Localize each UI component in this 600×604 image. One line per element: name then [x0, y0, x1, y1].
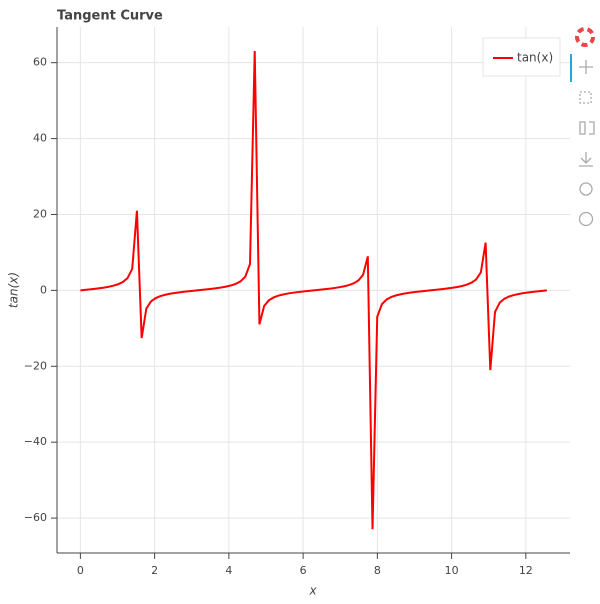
y-tick-label: 60: [33, 56, 47, 69]
reset-tool[interactable]: [579, 182, 593, 196]
y-tick-label: 0: [40, 283, 47, 296]
x-axis-label: x: [308, 584, 317, 598]
x-tick-label: 6: [300, 564, 307, 577]
help-tool[interactable]: [578, 211, 594, 227]
legend-label: tan(x): [517, 51, 553, 65]
y-tick-label: 20: [33, 207, 47, 220]
toolbar: [570, 27, 595, 227]
y-tick-label: −20: [24, 359, 47, 372]
wheel-zoom-tool[interactable]: [579, 121, 595, 135]
line: [80, 50, 547, 530]
box-zoom-tool[interactable]: [579, 91, 592, 104]
x-tick-label: 12: [519, 564, 533, 577]
x-tick-label: 10: [445, 564, 459, 577]
y-tick-label: −40: [24, 435, 47, 448]
y-axis-label: tan(x): [7, 272, 21, 308]
logo: [575, 27, 595, 47]
x-tick-label: 2: [151, 564, 158, 577]
x-tick-label: 8: [374, 564, 381, 577]
y-tick-label: −60: [24, 511, 47, 524]
save-tool[interactable]: [579, 152, 593, 167]
pan-tool[interactable]: [579, 60, 593, 74]
x-tick-label: 0: [77, 564, 84, 577]
chart-title: Tangent Curve: [57, 9, 163, 24]
y-tick-label: 40: [33, 132, 47, 145]
x-tick-label: 4: [225, 564, 232, 577]
